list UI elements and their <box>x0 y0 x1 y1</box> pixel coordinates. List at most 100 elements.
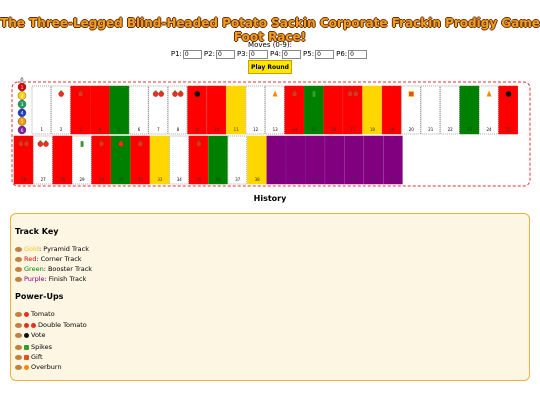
track-cell <box>72 135 92 185</box>
vote-icon <box>194 91 201 97</box>
track-cell <box>247 135 267 185</box>
game-title: The Three-Legged Blind-Headed Potato Sac… <box>0 16 540 44</box>
potato-icon <box>15 332 22 338</box>
tomato-icon <box>77 91 84 97</box>
track-cell <box>362 85 382 135</box>
key-item: Green: Booster Track <box>15 265 92 273</box>
key-item: Purple: Finish Track <box>15 275 86 283</box>
tomato-icon <box>158 91 164 97</box>
power-up-icon <box>24 322 29 328</box>
tomato-leaf <box>100 140 103 142</box>
track-cell <box>245 85 266 135</box>
track-cell <box>129 85 149 135</box>
tomato-leaf <box>19 140 22 142</box>
potato-icon <box>15 246 22 252</box>
track-cell <box>323 85 343 135</box>
tomato-leaf <box>139 140 142 142</box>
key-desc: : Booster Track <box>43 265 93 273</box>
runner-token <box>17 82 27 92</box>
cell-number: 31 <box>118 177 124 182</box>
track-cell <box>286 135 306 185</box>
move-input[interactable] <box>282 50 302 59</box>
track-cell <box>33 135 53 185</box>
cell-number: 44 <box>371 177 377 182</box>
track-cell <box>305 135 325 185</box>
play-button[interactable]: Play Round <box>248 60 292 74</box>
cell-number: 32 <box>138 177 144 182</box>
runner-token <box>17 100 27 109</box>
power-up-item: Spikes <box>15 343 52 351</box>
cell-number: 41 <box>313 177 319 182</box>
track-cell <box>208 135 228 185</box>
cell-number: 20 <box>409 127 415 132</box>
track-cell <box>90 85 110 135</box>
cell-number: 25 <box>506 127 512 132</box>
runner-label: 4 <box>21 111 24 117</box>
key-desc: : Finish Track <box>44 275 87 283</box>
power-up-icon <box>24 354 29 360</box>
power-up-name: Tomato <box>31 310 55 318</box>
cell-number: 4 <box>99 127 102 132</box>
potato-icon <box>15 311 22 317</box>
power-up-item: Tomato <box>15 310 55 318</box>
move-input[interactable] <box>215 50 235 59</box>
player-label: P4: <box>270 50 282 58</box>
tomato-icon <box>177 91 184 97</box>
player-label: P3: <box>236 50 248 58</box>
tomato-icon <box>172 91 178 97</box>
gift-icon <box>408 91 415 97</box>
track-cell <box>479 85 499 135</box>
runner-label: 6 <box>21 128 24 134</box>
track-cell <box>31 85 52 135</box>
flame-icon <box>486 90 492 97</box>
track-cell <box>498 85 518 135</box>
potato-icon <box>15 276 22 282</box>
cell-number: 3 <box>79 127 82 132</box>
tomato-icon <box>291 91 298 97</box>
power-up-icon <box>24 344 29 350</box>
power-up-item: Vote <box>15 331 45 339</box>
tomato-leaf <box>39 140 42 142</box>
move-input[interactable] <box>315 50 335 59</box>
cell-number: 34 <box>177 177 183 182</box>
spikes-icon <box>80 141 84 147</box>
track-cell <box>459 85 479 135</box>
track-cell <box>266 135 286 185</box>
cell-number: 18 <box>370 127 376 132</box>
key-name: Red <box>24 255 37 263</box>
cell-number: 36 <box>216 177 222 182</box>
tomato-leaf <box>154 90 157 92</box>
track-cell <box>111 135 131 185</box>
power-up-icon <box>24 332 29 338</box>
tomato-icon <box>196 141 202 147</box>
tomato-leaf <box>174 90 177 92</box>
tomato-icon <box>137 141 144 147</box>
key-name: Gold <box>24 245 39 253</box>
track-cell <box>206 85 227 135</box>
tomato-leaf <box>25 140 28 142</box>
tomato-icon <box>23 141 30 147</box>
runner-token <box>17 117 27 126</box>
track-cell <box>420 85 441 135</box>
move-input[interactable] <box>182 50 202 59</box>
power-up-icon <box>24 311 29 317</box>
track-cell <box>342 85 363 135</box>
track-cell <box>344 135 364 185</box>
track-cell <box>227 135 248 185</box>
tomato-leaf <box>197 140 200 142</box>
power-up-name: Spikes <box>31 343 52 351</box>
move-input[interactable] <box>348 50 368 59</box>
cell-number: 39 <box>274 177 280 182</box>
cell-number: 23 <box>467 127 473 132</box>
cell-number: 9 <box>196 127 199 132</box>
track-cell <box>109 85 129 135</box>
cell-number: 21 <box>428 127 434 132</box>
tomato-leaf <box>60 90 63 92</box>
potato-icon <box>15 256 22 262</box>
move-input[interactable] <box>249 50 268 59</box>
cell-number: 6 <box>138 127 141 132</box>
cell-number: 17 <box>350 127 356 132</box>
tomato-leaf <box>119 140 122 142</box>
potato-icon <box>15 266 22 272</box>
